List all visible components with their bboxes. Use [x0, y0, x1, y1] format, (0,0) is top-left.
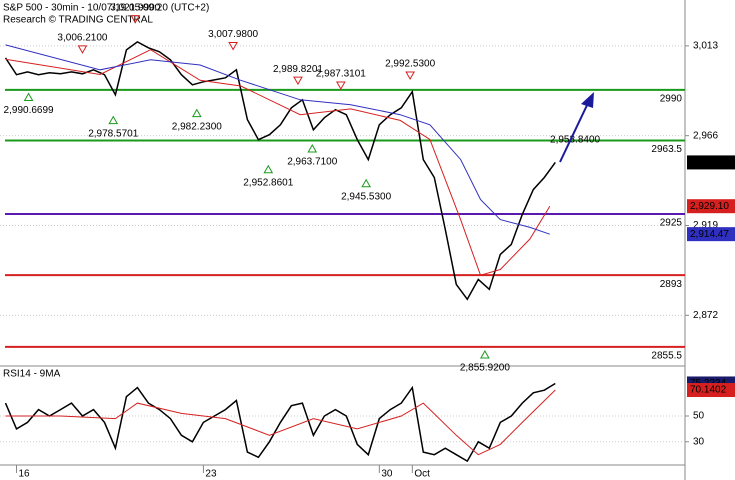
high-marker [228, 41, 238, 51]
low-label: 2,855.9200 [460, 363, 510, 374]
low-marker [480, 350, 490, 359]
level-label: 2893 [660, 279, 683, 290]
rsi-title: RSI14 - 9MA [3, 369, 61, 380]
low-label: 2,952.8601 [243, 177, 293, 188]
last-value-box [687, 383, 735, 398]
series-line [5, 49, 551, 276]
low-marker [307, 144, 318, 153]
level-label: 2855.5 [651, 350, 682, 361]
x-tick-label: 23 [205, 469, 217, 480]
series-line [5, 44, 550, 235]
low-marker [263, 164, 274, 174]
level-label: 2925 [660, 218, 683, 229]
low-label: 2,990.6699 [4, 105, 54, 116]
y-tick-label: 2,872 [693, 310, 718, 321]
low-label: 2,978.5701 [88, 128, 138, 139]
last-value-box [687, 227, 735, 242]
high-marker [130, 15, 141, 24]
low-label: 2,945.5300 [341, 191, 391, 202]
high-marker [77, 45, 88, 54]
y-tick-label: 30 [693, 436, 705, 447]
x-tick-label: Oct [414, 469, 430, 480]
y-tick-label: 3,013 [693, 41, 718, 52]
high-label: 2,992.5300 [385, 59, 435, 70]
series-line [4, 41, 556, 301]
high-marker [335, 81, 346, 90]
low-marker [23, 92, 34, 102]
target-label: 2,953.8400 [550, 135, 600, 146]
low-label: 2,963.7100 [287, 157, 337, 168]
last-value-box [687, 155, 735, 170]
low-marker [361, 178, 372, 188]
low-marker [108, 115, 119, 125]
high-label: 2,989.8201 [273, 64, 323, 75]
last-value-label: 2,952.01 [690, 157, 729, 168]
high-marker [293, 76, 303, 86]
low-marker [191, 108, 202, 118]
series-line [4, 382, 556, 463]
last-value-box [687, 199, 735, 214]
series-line [5, 389, 556, 456]
level-label: 2990 [660, 93, 683, 104]
chart-subtitle: Research © TRADING CENTRAL [3, 15, 153, 26]
high-marker [405, 71, 415, 80]
y-tick-label: 50 [693, 411, 705, 422]
high-label: 3,006.2100 [57, 32, 107, 43]
chart-title: S&P 500 - 30min - 10/07/19 05:09:20 (UTC… [3, 3, 209, 14]
last-value-label: 70.1402 [690, 385, 727, 396]
x-tick-label: 16 [18, 469, 30, 480]
y-tick-label: 2,919 [693, 220, 718, 231]
level-label: 2963.5 [651, 144, 682, 155]
high-label: 3,007.9800 [208, 29, 258, 40]
last-value-label: 2,914.47 [690, 229, 729, 240]
forecast-arrow [559, 92, 594, 163]
high-label: 2,987.3101 [316, 69, 366, 80]
high-label: 3,021.9900 [110, 2, 160, 13]
low-label: 2,982.2300 [172, 121, 222, 132]
last-value-label: 2,929.10 [690, 201, 729, 212]
y-tick-label: 2,966 [693, 130, 718, 141]
x-tick-label: 30 [381, 469, 393, 480]
